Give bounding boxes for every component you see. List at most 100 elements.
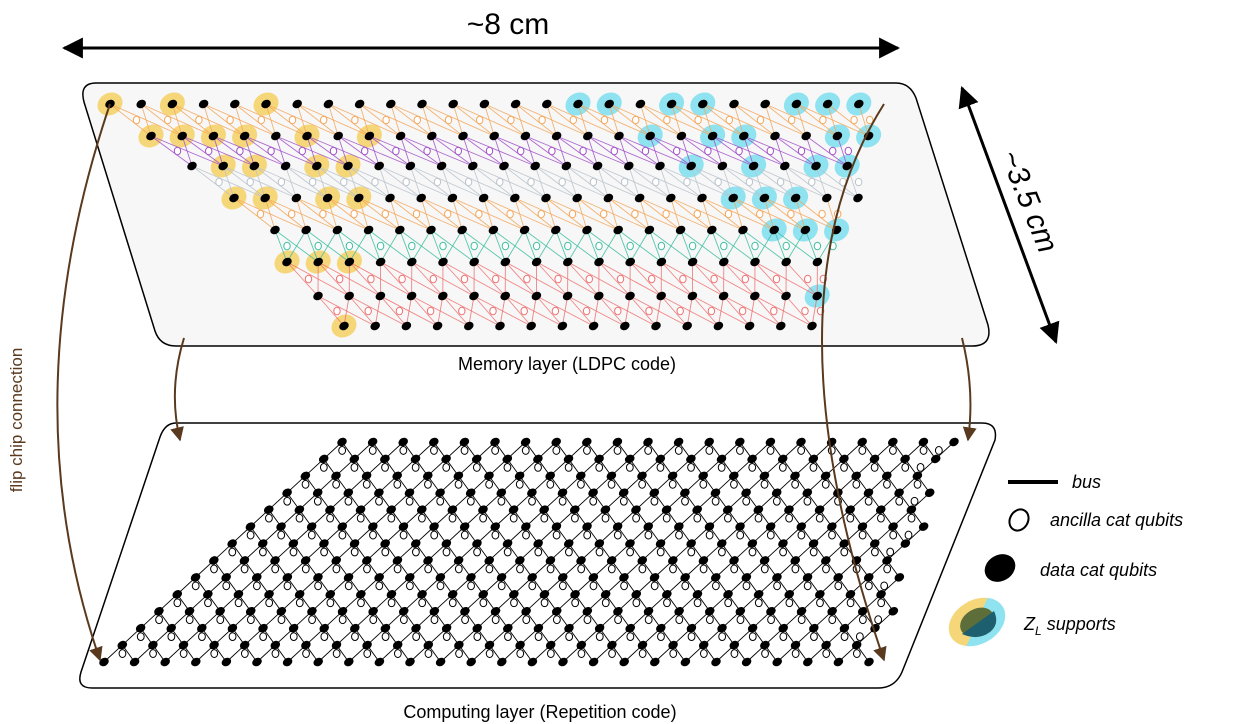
ancilla-qubit (571, 513, 579, 523)
data-qubit (572, 193, 582, 203)
ancilla-qubit (363, 564, 371, 574)
data-qubit (692, 590, 703, 599)
data-qubit (563, 454, 574, 464)
ancilla-qubit (173, 146, 182, 156)
data-qubit (582, 522, 592, 531)
ancilla-qubit (485, 146, 494, 156)
bus-edge (411, 261, 444, 297)
data-qubit (619, 573, 629, 582)
data-qubit (821, 640, 831, 650)
data-qubit (417, 590, 427, 599)
data-qubit (344, 257, 355, 267)
bus-edge (598, 295, 626, 327)
data-qubit (833, 573, 843, 582)
data-qubit (735, 437, 745, 447)
bus-edge (640, 103, 682, 137)
computing-ancilla-qubits (118, 446, 943, 658)
data-qubit (221, 573, 231, 582)
data-qubit (863, 573, 874, 582)
data-qubit (355, 505, 366, 514)
ancilla-qubit (650, 496, 659, 506)
data-qubit (784, 505, 794, 514)
bus-edge (536, 229, 557, 263)
bus-edge (441, 165, 453, 199)
ancilla-qubit (398, 274, 406, 284)
data-qubit (380, 539, 390, 548)
data-qubit (643, 437, 653, 447)
bus-edge (472, 165, 516, 199)
ancilla-qubit (393, 649, 402, 658)
data-qubit (650, 657, 660, 667)
ancilla-qubit (521, 446, 530, 455)
data-qubit (264, 590, 274, 599)
bus-edge (359, 103, 401, 137)
data-qubit (687, 291, 698, 301)
ancilla-qubit (363, 649, 372, 658)
data-qubit (551, 437, 561, 447)
data-qubit (796, 522, 807, 531)
ancilla-qubit (648, 274, 656, 284)
bus-edge (618, 135, 630, 167)
bus-edge (774, 135, 817, 167)
data-qubit (781, 291, 791, 301)
ancilla-qubit (362, 479, 371, 489)
data-qubit (857, 606, 868, 616)
data-qubit (539, 590, 550, 599)
data-qubit (386, 505, 396, 514)
ancilla-qubit (770, 306, 778, 316)
data-qubit (949, 437, 959, 447)
data-qubit (374, 573, 384, 582)
bus-edge (181, 135, 193, 167)
bus-edge (306, 135, 349, 167)
bus-edge (774, 135, 786, 167)
data-qubit (221, 657, 232, 667)
ancilla-qubit (442, 462, 451, 472)
bus-edge (264, 197, 307, 231)
data-qubit (634, 193, 645, 203)
bus-edge (686, 295, 693, 327)
ancilla-qubit (424, 649, 433, 658)
ancilla-qubit (210, 649, 219, 658)
data-qubit (564, 623, 574, 633)
ancilla-qubit (424, 479, 432, 489)
bus-edge (316, 165, 360, 199)
data-qubit (682, 321, 692, 331)
data-qubit (918, 437, 929, 447)
data-qubit (203, 590, 213, 599)
data-qubit (912, 471, 923, 481)
bus-edge (468, 295, 475, 327)
ancilla-qubit (819, 115, 827, 125)
data-qubit (662, 590, 672, 599)
bus-edge (191, 165, 235, 199)
bus-edge (462, 135, 474, 167)
ancilla-qubit (464, 177, 473, 187)
ancilla-qubit (579, 146, 587, 156)
bus-edge (274, 229, 288, 263)
data-qubit (607, 640, 617, 650)
data-qubit (753, 505, 764, 514)
bus-edge (567, 229, 588, 263)
bus-edge (317, 295, 345, 327)
ancilla-qubit (289, 547, 298, 557)
bus-edge (461, 229, 475, 263)
ancilla-qubit (707, 306, 716, 316)
bus-edge (305, 229, 319, 263)
bus-edge (836, 135, 848, 167)
data-qubit (411, 623, 421, 633)
flip-chip-arrow-right (821, 103, 887, 662)
bus-edge (617, 229, 631, 263)
ancilla-qubit (338, 446, 347, 455)
data-qubit (573, 99, 583, 109)
bus-edge (378, 165, 422, 199)
ancilla-qubit (277, 177, 286, 187)
ancilla-qubit (485, 649, 494, 658)
data-qubit (716, 454, 727, 464)
legend-ancilla-label: ancilla cat qubits (1050, 510, 1183, 530)
data-qubit (812, 257, 823, 267)
data-qubit (592, 161, 603, 171)
data-qubit (427, 131, 437, 141)
data-qubit (436, 161, 447, 171)
memory-ancilla-qubits (132, 115, 874, 316)
data-qubit (802, 573, 813, 582)
